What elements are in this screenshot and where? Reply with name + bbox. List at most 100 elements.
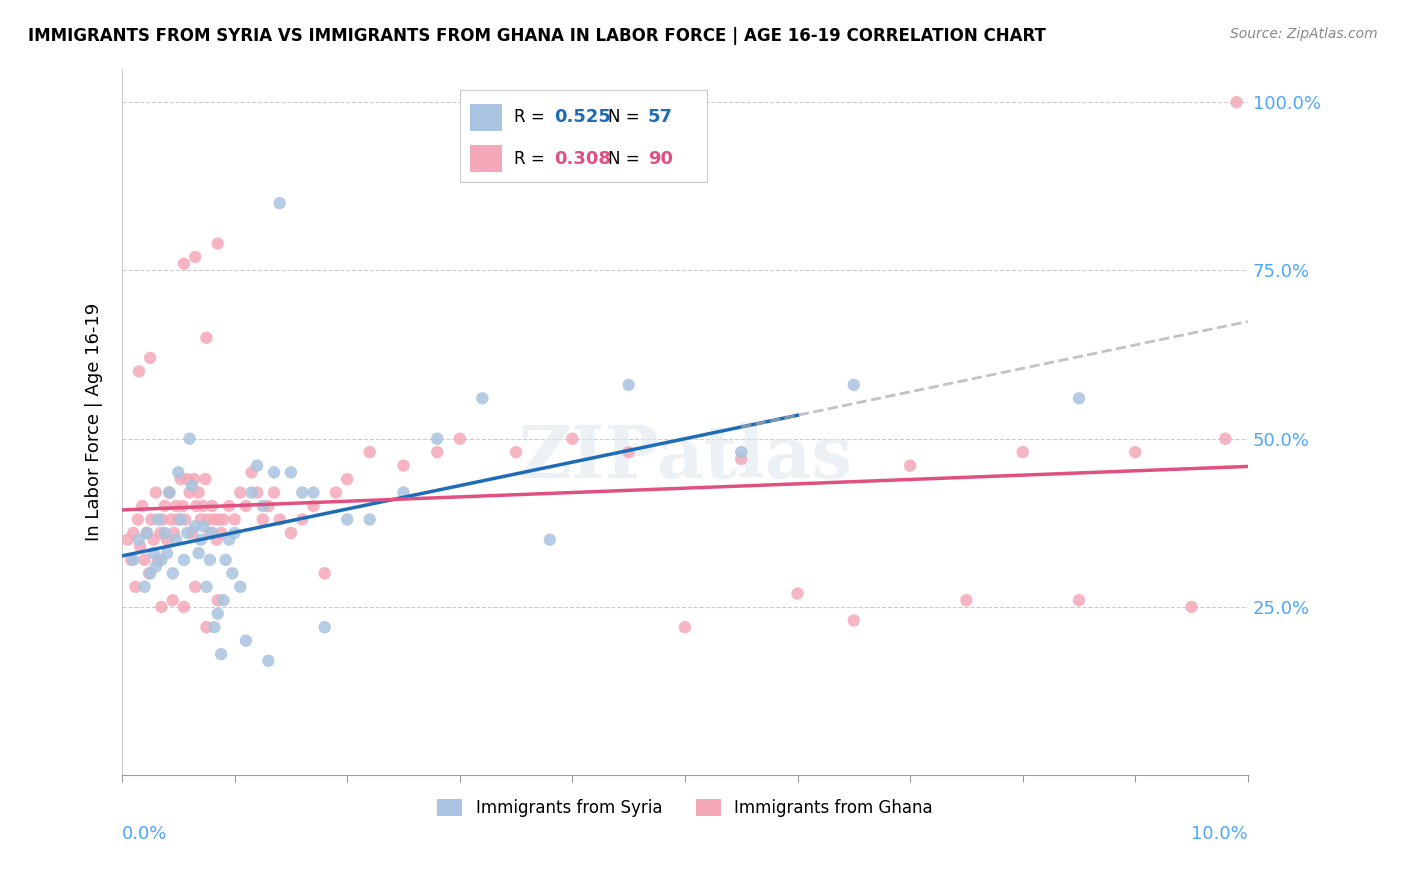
Point — [252, 512, 274, 526]
Point — [314, 566, 336, 581]
Point — [224, 525, 246, 540]
Point — [229, 485, 252, 500]
Point — [449, 432, 471, 446]
Point — [152, 512, 174, 526]
Point — [302, 485, 325, 500]
Point — [1011, 445, 1033, 459]
Point — [120, 553, 142, 567]
Point — [145, 559, 167, 574]
Point — [117, 533, 139, 547]
Point — [201, 525, 224, 540]
Point — [212, 512, 235, 526]
Text: Source: ZipAtlas.com: Source: ZipAtlas.com — [1230, 27, 1378, 41]
Point — [392, 458, 415, 473]
Point — [280, 466, 302, 480]
Point — [257, 499, 280, 513]
Point — [162, 593, 184, 607]
Point — [212, 593, 235, 607]
Point — [150, 599, 173, 614]
Point — [1123, 445, 1146, 459]
Point — [730, 451, 752, 466]
Point — [198, 553, 221, 567]
Point — [180, 525, 202, 540]
Point — [269, 196, 291, 211]
Point — [163, 525, 186, 540]
Point — [156, 533, 179, 547]
Point — [190, 533, 212, 547]
Point — [129, 540, 152, 554]
Point — [617, 377, 640, 392]
Text: ZIPatlas: ZIPatlas — [517, 422, 852, 492]
Point — [221, 566, 243, 581]
Point — [617, 445, 640, 459]
Point — [209, 647, 232, 661]
Point — [172, 499, 194, 513]
Point — [195, 331, 218, 345]
Point — [426, 432, 449, 446]
Point — [392, 485, 415, 500]
Point — [184, 519, 207, 533]
Point — [263, 485, 285, 500]
Point — [471, 392, 494, 406]
Point — [1213, 432, 1236, 446]
Point — [208, 512, 231, 526]
Point — [280, 525, 302, 540]
Point — [139, 566, 162, 581]
Point — [146, 553, 169, 567]
Point — [173, 553, 195, 567]
Point — [325, 485, 347, 500]
Text: 0.0%: 0.0% — [122, 825, 167, 843]
Point — [153, 499, 176, 513]
Point — [209, 525, 232, 540]
Point — [134, 580, 156, 594]
Point — [131, 499, 153, 513]
Point — [314, 620, 336, 634]
Point — [842, 614, 865, 628]
Point — [235, 499, 257, 513]
Point — [145, 485, 167, 500]
Point — [142, 546, 165, 560]
Point — [730, 445, 752, 459]
Point — [336, 512, 359, 526]
Point — [198, 525, 221, 540]
Point — [336, 472, 359, 486]
Point — [173, 257, 195, 271]
Point — [162, 566, 184, 581]
Point — [141, 512, 163, 526]
Point — [186, 499, 208, 513]
Point — [124, 580, 146, 594]
Point — [135, 525, 157, 540]
Point — [1067, 392, 1090, 406]
Point — [207, 593, 229, 607]
Point — [1180, 599, 1202, 614]
Point — [179, 432, 201, 446]
Point — [184, 250, 207, 264]
Point — [252, 499, 274, 513]
Point — [138, 566, 160, 581]
Point — [122, 525, 145, 540]
Legend: Immigrants from Syria, Immigrants from Ghana: Immigrants from Syria, Immigrants from G… — [430, 792, 939, 823]
Point — [201, 499, 224, 513]
Point — [205, 533, 228, 547]
Point — [426, 445, 449, 459]
Point — [176, 525, 198, 540]
Point — [246, 485, 269, 500]
Point — [184, 580, 207, 594]
Point — [359, 512, 381, 526]
Point — [160, 512, 183, 526]
Point — [157, 485, 180, 500]
Point — [786, 586, 808, 600]
Point — [134, 553, 156, 567]
Point — [359, 445, 381, 459]
Point — [194, 472, 217, 486]
Point — [291, 485, 314, 500]
Point — [240, 466, 263, 480]
Point — [561, 432, 583, 446]
Point — [207, 236, 229, 251]
Point — [165, 533, 187, 547]
Point — [214, 553, 236, 567]
Point — [197, 512, 219, 526]
Point — [229, 580, 252, 594]
Point — [246, 458, 269, 473]
Point — [135, 525, 157, 540]
